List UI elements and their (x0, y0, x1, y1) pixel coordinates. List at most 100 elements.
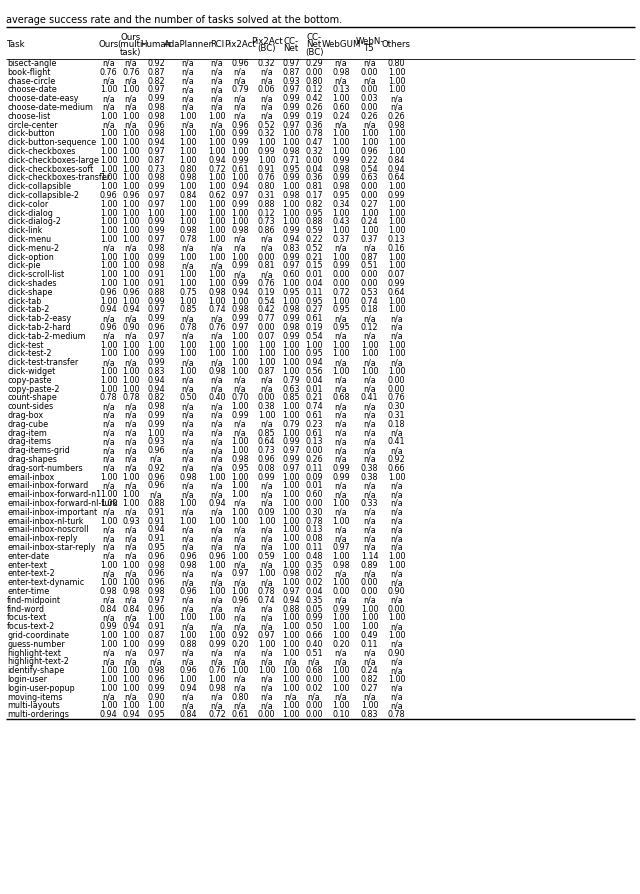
Text: 1.00: 1.00 (100, 156, 117, 164)
Text: 1.00: 1.00 (388, 340, 405, 350)
Text: n/a: n/a (335, 419, 348, 428)
Text: n/a: n/a (335, 595, 348, 604)
Text: click-option: click-option (7, 252, 54, 261)
Text: n/a: n/a (211, 445, 223, 454)
Text: 0.85: 0.85 (258, 428, 275, 437)
Text: 1.00: 1.00 (282, 560, 300, 569)
Text: n/a: n/a (102, 481, 115, 490)
Text: 0.94: 0.94 (388, 164, 405, 173)
Text: n/a: n/a (390, 692, 403, 701)
Text: 1.00: 1.00 (282, 674, 300, 683)
Text: 0.03: 0.03 (361, 94, 378, 103)
Text: 0.91: 0.91 (147, 507, 165, 516)
Text: 0.61: 0.61 (305, 410, 323, 419)
Text: email-inbox-reply: email-inbox-reply (7, 534, 77, 543)
Text: 0.97: 0.97 (147, 595, 165, 604)
Text: 0.87: 0.87 (282, 68, 300, 77)
Text: 0.83: 0.83 (282, 243, 300, 252)
Text: 1.00: 1.00 (179, 367, 196, 375)
Text: n/a: n/a (211, 534, 223, 543)
Text: n/a: n/a (125, 437, 138, 446)
Text: 1.00: 1.00 (282, 709, 300, 718)
Text: n/a: n/a (363, 481, 376, 490)
Text: 1.00: 1.00 (282, 367, 300, 375)
Text: n/a: n/a (335, 490, 348, 499)
Text: 1.00: 1.00 (122, 701, 140, 710)
Text: n/a: n/a (260, 612, 273, 621)
Text: average success rate and the number of tasks solved at the bottom.: average success rate and the number of t… (6, 15, 342, 25)
Text: choose-date: choose-date (7, 85, 57, 94)
Text: 0.40: 0.40 (208, 392, 226, 401)
Text: n/a: n/a (363, 692, 376, 701)
Text: n/a: n/a (125, 612, 138, 621)
Text: n/a: n/a (308, 692, 321, 701)
Text: n/a: n/a (182, 94, 195, 103)
Text: 0.94: 0.94 (147, 525, 165, 534)
Text: n/a: n/a (363, 358, 376, 367)
Text: 0.99: 0.99 (231, 138, 249, 147)
Text: 1.00: 1.00 (122, 560, 140, 569)
Text: n/a: n/a (182, 59, 195, 68)
Text: 1.00: 1.00 (231, 437, 249, 446)
Text: n/a: n/a (102, 410, 115, 419)
Text: email-inbox-nl-turk: email-inbox-nl-turk (7, 516, 83, 525)
Text: n/a: n/a (335, 314, 348, 323)
Text: n/a: n/a (211, 525, 223, 534)
Text: click-tab-2: click-tab-2 (7, 305, 49, 314)
Text: n/a: n/a (182, 534, 195, 543)
Text: 0.00: 0.00 (388, 375, 405, 384)
Text: guess-number: guess-number (7, 639, 65, 648)
Text: 1.00: 1.00 (122, 639, 140, 648)
Text: 0.88: 0.88 (147, 498, 164, 507)
Text: 1.00: 1.00 (100, 129, 117, 139)
Text: 1.00: 1.00 (100, 665, 117, 674)
Text: n/a: n/a (390, 314, 403, 323)
Text: n/a: n/a (211, 85, 223, 94)
Text: 0.81: 0.81 (258, 261, 275, 270)
Text: 1.00: 1.00 (282, 578, 300, 586)
Text: 1.00: 1.00 (208, 199, 226, 208)
Text: 0.99: 0.99 (282, 226, 300, 235)
Text: 0.96: 0.96 (147, 121, 165, 130)
Text: n/a: n/a (260, 243, 273, 252)
Text: n/a: n/a (234, 76, 246, 86)
Text: 1.00: 1.00 (388, 226, 405, 235)
Text: 1.00: 1.00 (147, 701, 164, 710)
Text: 0.72: 0.72 (208, 709, 226, 718)
Text: 0.50: 0.50 (179, 392, 197, 401)
Text: 1.00: 1.00 (332, 665, 349, 674)
Text: 1.00: 1.00 (147, 340, 164, 350)
Text: drag-item: drag-item (7, 428, 47, 437)
Text: 0.98: 0.98 (147, 401, 165, 410)
Text: n/a: n/a (335, 656, 348, 665)
Text: 1.00: 1.00 (208, 612, 226, 621)
Text: 0.92: 0.92 (388, 454, 405, 463)
Text: 0.00: 0.00 (361, 103, 378, 112)
Text: 1.00: 1.00 (332, 340, 349, 350)
Text: n/a: n/a (260, 692, 273, 701)
Text: 1.00: 1.00 (208, 630, 226, 639)
Text: 0.88: 0.88 (282, 603, 300, 612)
Text: 1.00: 1.00 (332, 147, 349, 156)
Text: 0.93: 0.93 (147, 437, 165, 446)
Text: n/a: n/a (234, 612, 246, 621)
Text: 1.00: 1.00 (208, 279, 226, 288)
Text: 0.99: 0.99 (388, 279, 405, 288)
Text: n/a: n/a (234, 428, 246, 437)
Text: 1.00: 1.00 (100, 85, 117, 94)
Text: n/a: n/a (363, 490, 376, 499)
Text: 1.00: 1.00 (231, 507, 249, 516)
Text: 0.94: 0.94 (147, 375, 165, 384)
Text: 0.99: 0.99 (282, 314, 300, 323)
Text: click-dialog: click-dialog (7, 208, 53, 217)
Text: n/a: n/a (260, 270, 273, 279)
Text: 1.00: 1.00 (282, 296, 300, 305)
Text: 0.00: 0.00 (361, 85, 378, 94)
Text: 0.26: 0.26 (305, 103, 323, 112)
Text: 0.12: 0.12 (361, 323, 378, 332)
Text: 0.00: 0.00 (258, 392, 275, 401)
Text: n/a: n/a (363, 59, 376, 68)
Text: 0.94: 0.94 (282, 595, 300, 604)
Text: 0.00: 0.00 (258, 252, 275, 261)
Text: 1.00: 1.00 (282, 401, 300, 410)
